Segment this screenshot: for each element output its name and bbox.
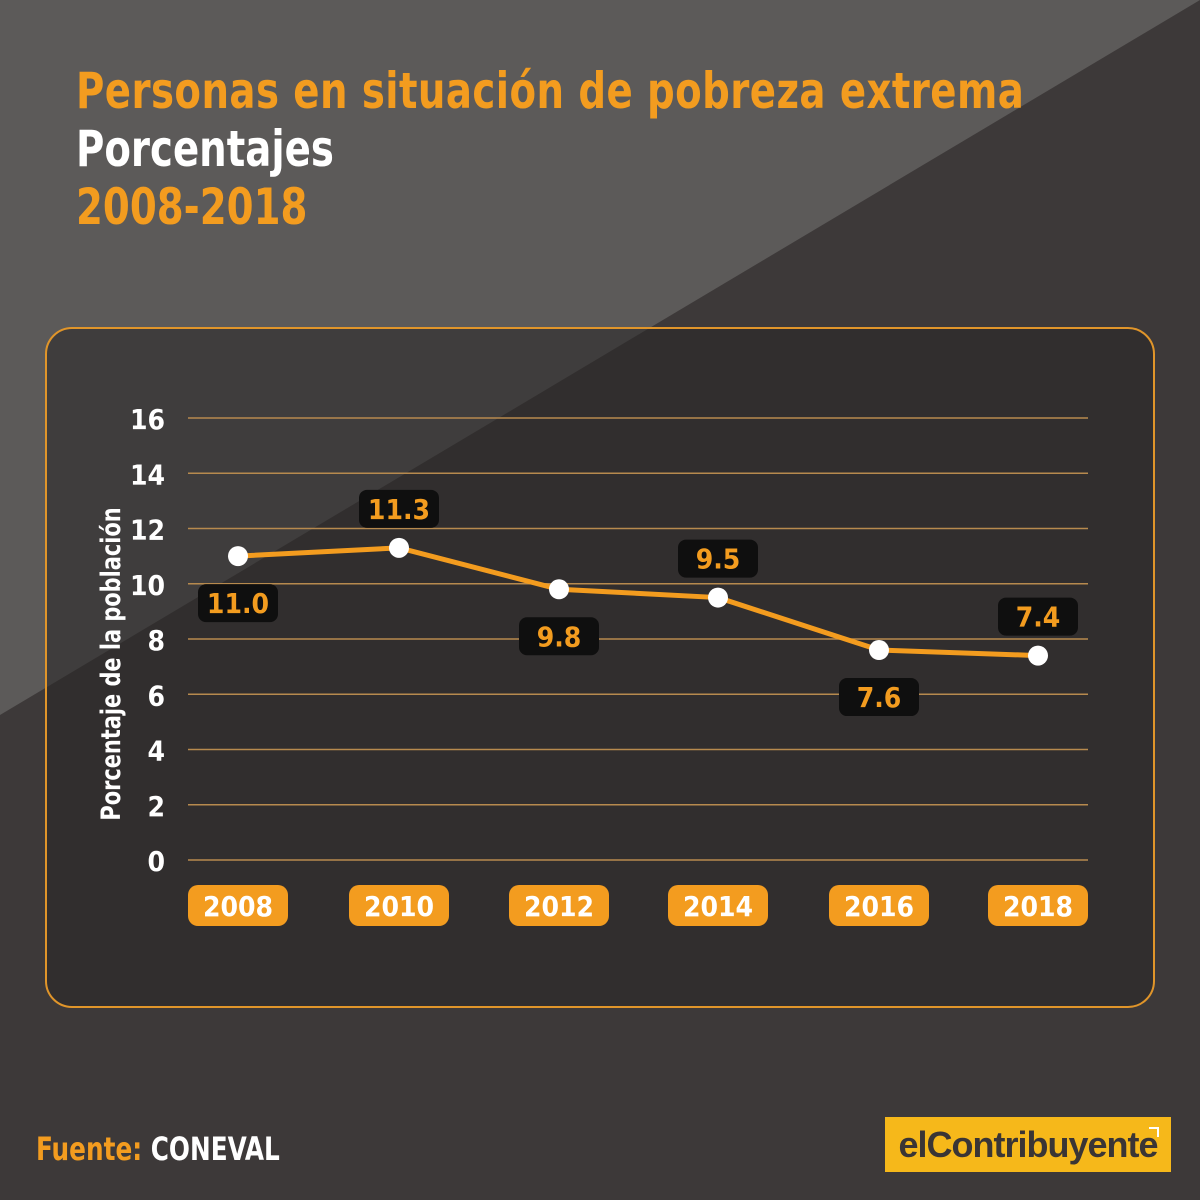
logo-text: elContribuyente xyxy=(898,1123,1158,1165)
data-point xyxy=(869,640,889,661)
data-label: 7.4 xyxy=(1016,601,1061,634)
y-tick-label: 14 xyxy=(130,458,165,491)
chart-panel xyxy=(45,327,1155,1008)
data-label-badge xyxy=(998,597,1078,636)
y-tick-label: 12 xyxy=(130,514,165,547)
x-tick-label: 2008 xyxy=(203,890,273,923)
brand-logo: elContribuyente xyxy=(885,1117,1171,1172)
chart-subtitle: Porcentajes xyxy=(76,120,334,178)
y-tick-label: 4 xyxy=(147,735,165,768)
y-tick-label: 6 xyxy=(147,679,165,712)
series-line xyxy=(237,545,1039,659)
x-tick-badge xyxy=(988,885,1088,926)
data-label: 11.3 xyxy=(368,493,430,526)
data-label-badge xyxy=(839,678,919,717)
x-tick-badge xyxy=(349,885,449,926)
y-tick-label: 8 xyxy=(147,624,165,657)
data-label-badge xyxy=(359,489,439,528)
data-label: 11.0 xyxy=(207,587,269,620)
title-block: Personas en situación de pobreza extrema… xyxy=(76,66,1179,232)
x-tick-label: 2018 xyxy=(1003,890,1073,923)
source-label: Fuente: xyxy=(36,1130,143,1168)
x-tick-badge xyxy=(668,885,768,926)
y-tick-label: 16 xyxy=(130,403,165,436)
source-note: Fuente: CONEVAL xyxy=(36,1130,280,1168)
data-point xyxy=(389,537,409,558)
x-tick-badge xyxy=(829,885,929,926)
logo-corner-icon xyxy=(1149,1127,1159,1137)
x-tick-label: 2014 xyxy=(683,890,753,923)
x-tick-badge xyxy=(509,885,609,926)
x-tick-label: 2012 xyxy=(524,890,594,923)
data-label-badge xyxy=(198,584,278,623)
y-axis-label: Porcentaje de la población xyxy=(95,507,126,820)
data-point xyxy=(549,579,569,600)
data-point xyxy=(228,546,248,567)
data-label: 9.5 xyxy=(696,543,741,576)
data-label: 9.8 xyxy=(537,620,582,653)
source-value: CONEVAL xyxy=(150,1130,280,1168)
data-label-badge xyxy=(678,539,758,578)
chart-period: 2008-2018 xyxy=(76,178,308,236)
data-label: 7.6 xyxy=(857,681,902,714)
data-point xyxy=(1028,645,1048,666)
y-tick-label: 0 xyxy=(147,845,165,878)
x-tick-label: 2010 xyxy=(364,890,434,923)
chart-title: Personas en situación de pobreza extrema xyxy=(76,62,1025,120)
y-tick-label: 10 xyxy=(130,569,165,602)
x-tick-label: 2016 xyxy=(844,890,914,923)
y-axis-ticks: 0 2 4 6 8 10 12 14 16 xyxy=(130,403,165,878)
data-points xyxy=(228,537,1048,666)
data-point xyxy=(708,587,728,608)
grid-lines xyxy=(188,417,1088,861)
y-tick-label: 2 xyxy=(147,790,165,823)
data-labels: 11.0 11.3 9.8 9.5 7.6 7.4 xyxy=(198,489,1078,717)
x-axis-ticks: 2008 2010 2012 2014 2016 2018 xyxy=(188,885,1088,926)
data-label-badge xyxy=(519,617,599,656)
x-tick-badge xyxy=(188,885,288,926)
